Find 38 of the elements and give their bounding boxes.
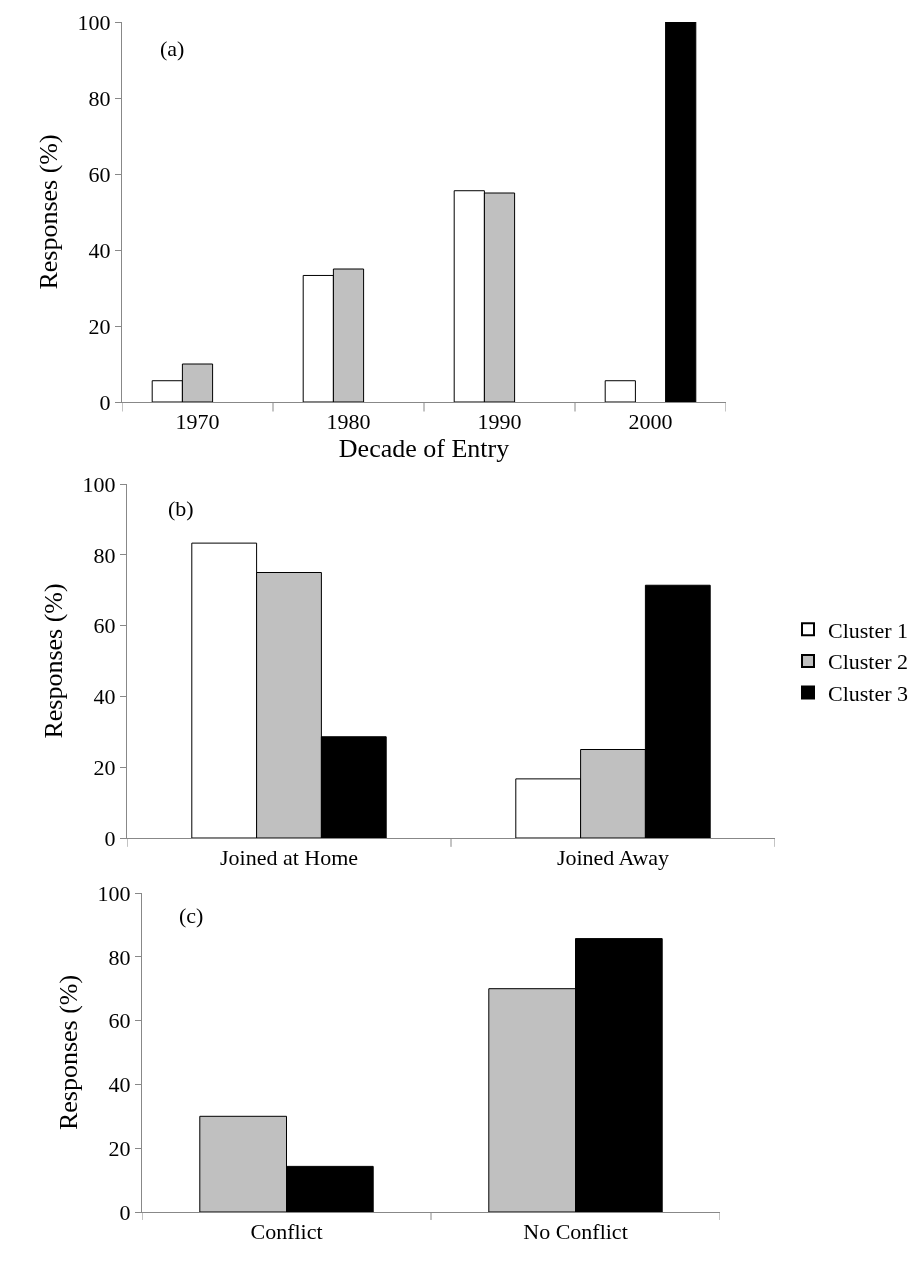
y-tick-label: 0 bbox=[99, 389, 111, 415]
y-tick-label: 100 bbox=[82, 471, 116, 497]
y-tick-label: 80 bbox=[108, 944, 131, 970]
bar bbox=[604, 380, 636, 402]
y-tick-label: 60 bbox=[93, 613, 116, 639]
y-tick-label: 60 bbox=[108, 1008, 131, 1034]
y-tick-label: 80 bbox=[88, 85, 111, 111]
x-tick-label: 1980 bbox=[326, 409, 371, 435]
legend-label: Cluster 1 bbox=[828, 617, 909, 643]
y-tick-label: 100 bbox=[97, 880, 131, 906]
y-tick-label: 100 bbox=[77, 9, 111, 35]
y-tick-label: 20 bbox=[88, 313, 111, 339]
annotation: (a) bbox=[160, 36, 185, 61]
legend-label: Cluster 2 bbox=[828, 649, 909, 675]
y-axis-title: Responses (%) bbox=[54, 974, 83, 1131]
annotation: (c) bbox=[179, 903, 204, 928]
y-tick-label: 0 bbox=[119, 1199, 131, 1225]
x-axis-title: Decade of Entry bbox=[338, 434, 510, 464]
y-tick-label: 40 bbox=[108, 1072, 131, 1098]
x-tick-label: Conflict bbox=[250, 1219, 323, 1245]
y-tick-label: 40 bbox=[88, 237, 111, 263]
y-axis-title: Responses (%) bbox=[39, 583, 68, 739]
x-tick-label: Joined at Home bbox=[219, 845, 359, 871]
y-tick-label: 40 bbox=[93, 684, 116, 710]
x-tick-label: No Conflict bbox=[523, 1219, 628, 1245]
y-tick-label: 80 bbox=[93, 542, 116, 568]
y-tick-label: 0 bbox=[104, 825, 116, 851]
x-tick-label: 1970 bbox=[175, 409, 220, 435]
x-tick-label: 1990 bbox=[477, 409, 522, 435]
y-tick-label: 20 bbox=[108, 1135, 131, 1161]
x-tick-label: 2000 bbox=[628, 409, 673, 435]
bar bbox=[665, 22, 697, 402]
x-tick-label: Joined Away bbox=[556, 845, 670, 871]
annotation: (b) bbox=[168, 496, 194, 521]
legend-label: Cluster 3 bbox=[828, 681, 909, 707]
y-tick-label: 60 bbox=[88, 161, 111, 187]
y-axis-title: Responses (%) bbox=[34, 134, 63, 290]
y-tick-label: 20 bbox=[93, 754, 116, 780]
